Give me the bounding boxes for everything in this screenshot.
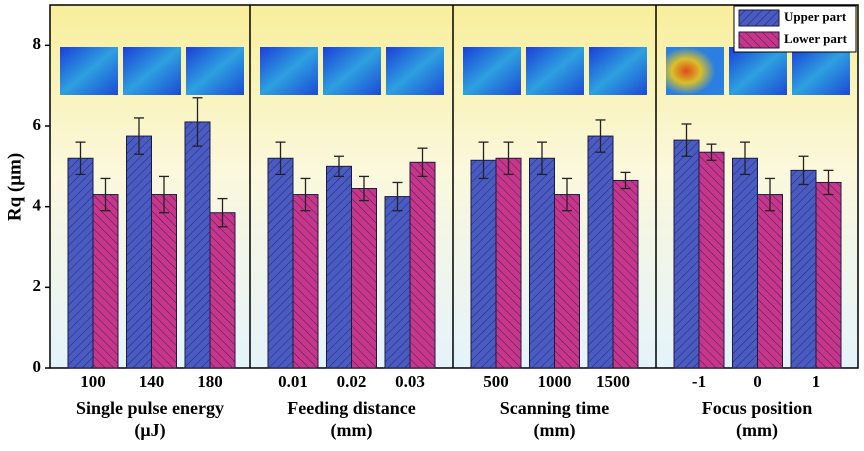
x-axis-label: (mm) bbox=[534, 420, 576, 441]
thumbnail bbox=[463, 47, 521, 95]
x-axis-label: Feeding distance bbox=[287, 398, 416, 418]
thumbnail bbox=[729, 47, 787, 95]
bar bbox=[698, 151, 725, 369]
x-tick-label: 1 bbox=[812, 372, 821, 391]
x-tick-label: 0.03 bbox=[395, 372, 425, 391]
x-tick-label: 180 bbox=[197, 372, 223, 391]
x-axis-label: (μJ) bbox=[134, 420, 165, 441]
thumbnail bbox=[323, 47, 381, 95]
bar bbox=[151, 194, 177, 369]
x-tick-label: 140 bbox=[139, 372, 165, 391]
thumbnail bbox=[666, 47, 724, 95]
bar bbox=[587, 135, 614, 369]
y-tick-label: 6 bbox=[33, 115, 42, 134]
bar bbox=[326, 165, 352, 369]
bar bbox=[67, 157, 94, 369]
legend-label: Lower part bbox=[784, 31, 848, 46]
y-tick-label: 0 bbox=[33, 357, 42, 376]
thumbnail bbox=[186, 47, 244, 95]
bar bbox=[612, 179, 639, 369]
x-axis-label: (mm) bbox=[331, 420, 373, 441]
bar bbox=[351, 188, 377, 369]
thumbnail bbox=[526, 47, 584, 95]
x-axis-label: Scanning time bbox=[500, 398, 610, 418]
thumbnail bbox=[792, 47, 850, 95]
bar bbox=[790, 169, 817, 369]
x-axis-label: Focus position bbox=[702, 398, 813, 418]
legend-label: Upper part bbox=[784, 9, 847, 24]
legend-swatch bbox=[738, 9, 780, 27]
x-tick-label: 100 bbox=[80, 372, 106, 391]
y-tick-label: 8 bbox=[33, 34, 42, 53]
bar bbox=[267, 157, 294, 369]
x-tick-label: 0.02 bbox=[337, 372, 367, 391]
bar bbox=[470, 159, 497, 369]
thumbnail bbox=[386, 47, 444, 95]
x-axis-label: Single pulse energy bbox=[76, 398, 224, 418]
bar bbox=[554, 194, 580, 369]
bar bbox=[529, 157, 555, 369]
bar bbox=[815, 181, 842, 369]
y-axis-label: Rq (μm) bbox=[4, 153, 25, 221]
bar bbox=[757, 194, 783, 369]
x-tick-label: 0 bbox=[753, 372, 762, 391]
bar bbox=[292, 194, 319, 369]
bar bbox=[184, 121, 211, 369]
bar bbox=[495, 157, 522, 369]
legend-swatch bbox=[738, 31, 780, 49]
bar bbox=[673, 139, 700, 369]
x-tick-label: 1000 bbox=[538, 372, 572, 391]
thumbnail bbox=[123, 47, 181, 95]
x-axis-label: (mm) bbox=[736, 420, 778, 441]
thumbnail bbox=[260, 47, 318, 95]
thumbnail bbox=[589, 47, 647, 95]
bar bbox=[409, 161, 436, 369]
bar bbox=[384, 196, 411, 369]
x-tick-label: 500 bbox=[483, 372, 509, 391]
bar bbox=[126, 135, 152, 369]
bar bbox=[92, 194, 119, 369]
y-tick-label: 2 bbox=[33, 276, 42, 295]
bar bbox=[732, 157, 758, 369]
x-tick-label: -1 bbox=[692, 372, 706, 391]
thumbnail bbox=[60, 47, 118, 95]
y-tick-label: 4 bbox=[33, 196, 42, 215]
bar bbox=[209, 212, 236, 369]
x-tick-label: 1500 bbox=[596, 372, 630, 391]
x-tick-label: 0.01 bbox=[278, 372, 308, 391]
